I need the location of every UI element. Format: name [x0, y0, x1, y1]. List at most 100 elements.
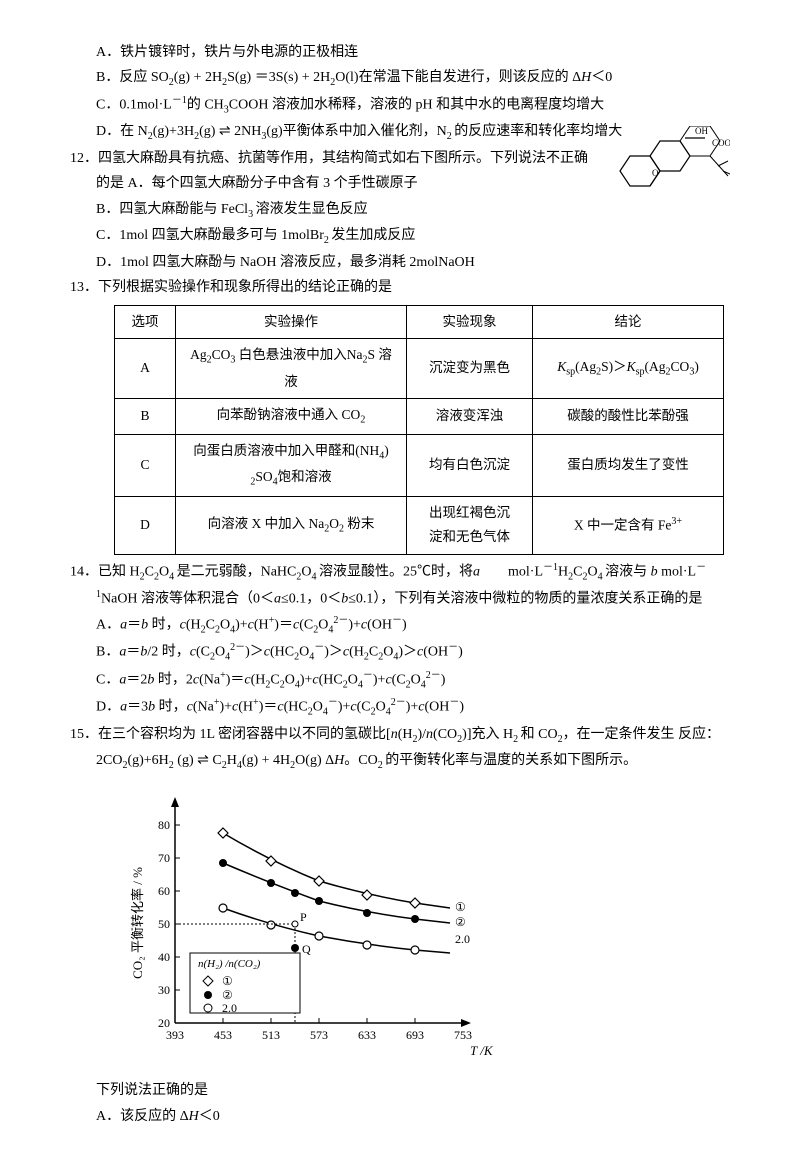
th: 结论	[533, 305, 724, 338]
cell: C	[115, 434, 176, 496]
t: a	[274, 592, 281, 607]
t: O	[587, 564, 597, 579]
label-1: ①	[455, 900, 466, 914]
t: (CO	[433, 727, 457, 742]
t: (g) + 2H	[174, 70, 222, 85]
t: ≤0.1），下列有关溶液中微粒的物质的量浓度关系正确的是	[348, 592, 702, 607]
t: H	[227, 753, 237, 768]
q11-optB: B．反应 SO2(g) + 2H2S(g) ＝3S(s) + 2H2O(l)在常…	[70, 65, 730, 92]
q11-optC: C．0.1mol·L－1的 CH3COOH 溶液加水稀释，溶液的 pH 和其中水…	[70, 92, 730, 119]
t: (g)平衡体系中加入催化剂，N	[266, 124, 446, 139]
t: 的反应速率和转化率均增大	[454, 124, 622, 139]
t: O	[159, 564, 169, 579]
t: (g)+3H	[153, 124, 194, 139]
t: 的平衡转化率与温度的关系如下图所示。	[385, 753, 637, 768]
t: 14．已知 H	[70, 564, 140, 579]
svg-text:453: 453	[214, 1028, 232, 1042]
svg-text:O: O	[652, 168, 659, 178]
t: D．1mol 四氢大麻酚与 NaOH 溶液反应，最多消耗 2molNaOH	[96, 255, 475, 270]
cell: B	[115, 398, 176, 434]
q13-table: 选项 实验操作 实验现象 结论 A Ag2CO3 白色悬浊液中加入Na2S 溶液…	[114, 305, 724, 555]
t: H	[558, 564, 568, 579]
cell: 向溶液 X 中加入 Na2O2 粉末	[176, 496, 407, 554]
xlabel: T /K	[470, 1043, 494, 1058]
conversion-chart: CO₂ 平衡转化率 / % 20 30 40 50 60 70 80 393 4…	[130, 783, 500, 1063]
t: C．0.1mol·L	[96, 98, 172, 113]
t: 溶液显酸性。25℃时，将	[319, 564, 473, 579]
svg-text:50: 50	[158, 917, 170, 931]
t: (g) + 4H	[242, 753, 290, 768]
t: 的 CH	[187, 98, 224, 113]
t: (g) ⇌ 2NH	[199, 124, 261, 139]
t: n	[426, 727, 433, 742]
t: COOH 溶液加水稀释，溶液的 pH 和其中水的电离程度均增大	[229, 98, 604, 113]
t: 15．在三个容积均为 1L 密闭容器中以不同的氢碳比[	[70, 727, 391, 742]
t: 。CO	[344, 753, 377, 768]
q11-optA: A．铁片镀锌时，铁片与外电源的正极相连	[70, 40, 730, 65]
cell: 碳酸的酸性比苯酚强	[533, 398, 724, 434]
t: O(g) Δ	[295, 753, 334, 768]
text: 12．四氢大麻酚具有抗癌、抗菌等作用，其结构简式如右下图所示。下列说法不正确的是…	[70, 151, 588, 191]
q14-stem: 14．已知 H2C2O4 是二元弱酸，NaHC2O4 溶液显酸性。25℃时，将a…	[70, 559, 730, 612]
svg-text:40: 40	[158, 950, 170, 964]
t: S(g) ＝3S(s) + 2H	[227, 70, 330, 85]
t: )/	[417, 727, 426, 742]
t: 发生加成反应	[331, 228, 415, 243]
t: (g)+6H	[127, 753, 168, 768]
label-3: 2.0	[455, 932, 470, 946]
svg-text:70: 70	[158, 851, 170, 865]
svg-text:80: 80	[158, 818, 170, 832]
t: ＜0	[591, 70, 612, 85]
t: C．1mol 四氢大麻酚最多可与 1molBr	[96, 228, 324, 243]
leg2: ②	[222, 988, 233, 1002]
cell: 均有白色沉淀	[407, 434, 533, 496]
t: 和 CO	[521, 727, 558, 742]
series-1	[218, 828, 420, 908]
t: n	[391, 727, 398, 742]
cell: Ag2CO3 白色悬浊液中加入Na2S 溶液	[176, 338, 407, 398]
cell: D	[115, 496, 176, 554]
t: )]充入 H	[462, 727, 513, 742]
t: C	[145, 564, 154, 579]
point-q: Q	[302, 942, 311, 956]
t: O	[301, 564, 311, 579]
t: b	[651, 564, 658, 579]
t: ，在一定条件发生	[563, 727, 675, 742]
xticks: 393 453 513 573 633 693 753	[166, 1018, 472, 1042]
q15-stem: 15．在三个容积均为 1L 密闭容器中以不同的氢碳比[n(H2)/n(CO2)]…	[70, 722, 730, 776]
t: A．该反应的 Δ	[96, 1109, 189, 1124]
q15-sub: 下列说法正确的是	[70, 1078, 730, 1103]
th: 实验现象	[407, 305, 533, 338]
point-p: P	[300, 910, 307, 924]
q12-optC: C．1mol 四氢大麻酚最多可与 1molBr2 发生加成反应	[70, 223, 730, 250]
cell: 出现红褐色沉淀和无色气体	[407, 496, 533, 554]
svg-text:30: 30	[158, 983, 170, 997]
t: (H	[398, 727, 413, 742]
text: A．铁片镀锌时，铁片与外电源的正极相连	[96, 45, 358, 60]
svg-text:633: 633	[358, 1028, 376, 1042]
svg-text:60: 60	[158, 884, 170, 898]
t: H	[334, 753, 344, 768]
svg-text:693: 693	[406, 1028, 424, 1042]
cell: Ksp(Ag2S)＞Ksp(Ag2CO3)	[533, 338, 724, 398]
t: ≤0.1，0＜	[281, 592, 341, 607]
svg-text:753: 753	[454, 1028, 472, 1042]
svg-text:513: 513	[262, 1028, 280, 1042]
chart: CO₂ 平衡转化率 / % 20 30 40 50 60 70 80 393 4…	[130, 783, 730, 1072]
svg-text:COOH: COOH	[712, 138, 730, 148]
table-row: D 向溶液 X 中加入 Na2O2 粉末 出现红褐色沉淀和无色气体 X 中一定含…	[115, 496, 724, 554]
q12-stem: OH COOH O 12．四氢大麻酚具有抗癌、抗菌等作用，其结构简式如右下图所示…	[70, 146, 730, 196]
table-row: C 向蛋白质溶液中加入甲醛和(NH4)2SO4饱和溶液 均有白色沉淀 蛋白质均发…	[115, 434, 724, 496]
svg-text:393: 393	[166, 1028, 184, 1042]
cell: 沉淀变为黑色	[407, 338, 533, 398]
text: 13．下列根据实验操作和现象所得出的结论正确的是	[70, 280, 392, 295]
t: D．在 N	[96, 124, 148, 139]
q13-stem: 13．下列根据实验操作和现象所得出的结论正确的是	[70, 275, 730, 300]
table-header-row: 选项 实验操作 实验现象 结论	[115, 305, 724, 338]
t: 溶液发生显色反应	[256, 202, 368, 217]
t: 是二元弱酸，NaHC	[177, 564, 297, 579]
cell: 向蛋白质溶液中加入甲醛和(NH4)2SO4饱和溶液	[176, 434, 407, 496]
series-2	[219, 859, 419, 923]
cell: 向苯酚钠溶液中通入 CO2	[176, 398, 407, 434]
t: O(l)在常温下能自发进行，则该反应的 Δ	[335, 70, 581, 85]
